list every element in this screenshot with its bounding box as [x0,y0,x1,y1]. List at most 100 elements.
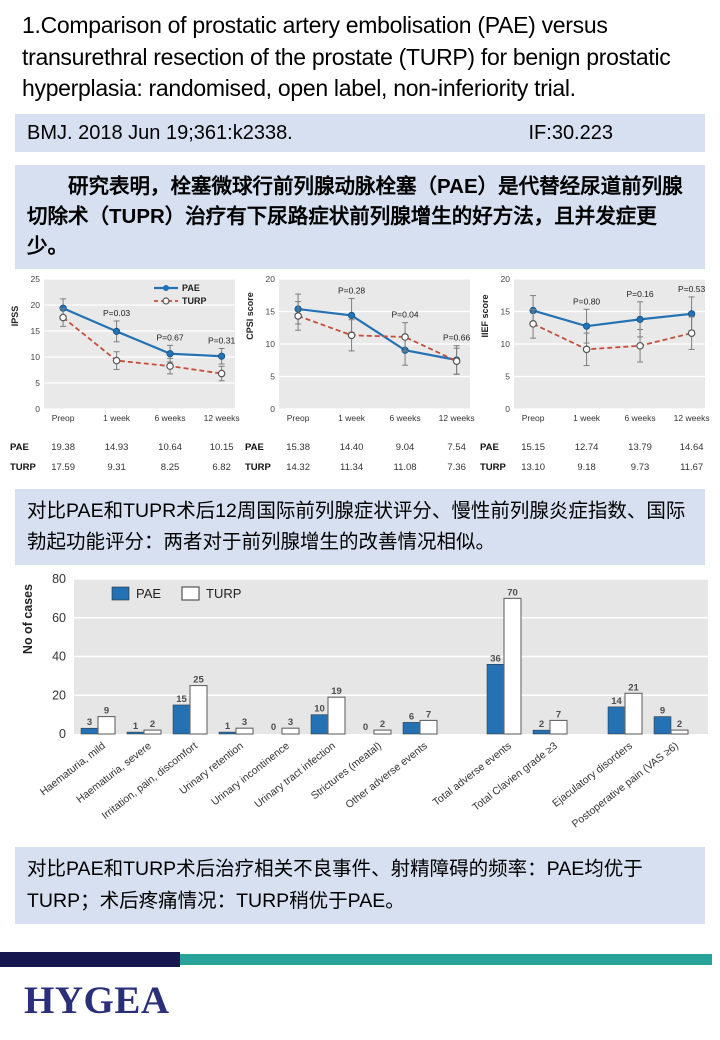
svg-text:P=0.31: P=0.31 [208,335,235,345]
svg-text:14.64: 14.64 [680,442,704,453]
svg-text:14.32: 14.32 [286,462,310,473]
svg-text:10: 10 [501,339,511,349]
svg-text:14.40: 14.40 [340,442,364,453]
citation-reference: BMJ. 2018 Jun 19;361:k2338. [27,121,293,144]
svg-text:9: 9 [660,706,665,717]
svg-text:1 week: 1 week [103,413,131,423]
svg-text:1: 1 [225,721,231,732]
svg-text:P=0.66: P=0.66 [443,333,470,343]
svg-text:9: 9 [104,706,109,717]
svg-text:13.79: 13.79 [628,442,652,453]
svg-text:TURP: TURP [10,462,37,473]
bar-group: 10 19 [310,687,346,735]
svg-text:Preop: Preop [522,413,545,423]
svg-text:7.36: 7.36 [447,462,466,473]
svg-text:9.31: 9.31 [107,462,126,473]
svg-text:Preop: Preop [287,413,310,423]
svg-text:Total Clavien grade ≥3: Total Clavien grade ≥3 [470,740,560,814]
svg-text:3: 3 [288,718,293,729]
svg-text:3: 3 [242,718,247,729]
svg-text:12 weeks: 12 weeks [204,413,240,423]
svg-text:PAE: PAE [182,283,200,293]
svg-text:5: 5 [505,371,510,381]
svg-text:PAE: PAE [136,586,161,601]
svg-text:9.18: 9.18 [577,462,596,473]
svg-text:1 week: 1 week [573,413,601,423]
citation-bar: BMJ. 2018 Jun 19;361:k2338. IF:30.223 [15,114,705,153]
svg-text:Haematuria, severe: Haematuria, severe [74,740,154,806]
svg-text:IIEF score: IIEF score [480,294,490,337]
svg-text:6 weeks: 6 weeks [624,413,655,423]
svg-text:Total adverse events: Total adverse events [431,740,514,809]
turp-series [529,309,696,367]
summary-adverse: 对比PAE和TURP术后治疗相关不良事件、射精障碍的频率：PAE均优于TURP；… [15,847,705,924]
svg-text:P=0.53: P=0.53 [678,284,705,294]
svg-text:15: 15 [501,306,511,316]
svg-text:TURP: TURP [480,462,507,473]
svg-text:0: 0 [505,404,510,414]
svg-text:15: 15 [266,306,276,316]
svg-text:0: 0 [59,727,66,741]
cpsi-line-chart: 0 5 10 15 20 CPSI score P=0.28 P=0.04 P=0.66 Preo… [245,274,475,473]
hygea-logo: HYGEA [24,979,170,1022]
svg-text:12.74: 12.74 [575,442,599,453]
svg-text:19: 19 [331,687,342,698]
svg-text:P=0.04: P=0.04 [391,310,418,320]
svg-text:20: 20 [31,300,41,310]
svg-text:40: 40 [52,650,66,664]
svg-text:14.93: 14.93 [105,442,129,453]
svg-text:6 weeks: 6 weeks [389,413,420,423]
svg-text:80: 80 [52,572,66,586]
footer-divider-teal [180,954,712,965]
svg-text:6 weeks: 6 weeks [154,413,185,423]
svg-text:0: 0 [363,722,368,733]
svg-text:25: 25 [193,675,204,686]
svg-text:6: 6 [409,712,414,723]
ipss-line-chart: 0 5 10 15 20 25 IPSS P=0.03 P=0.67 P=0.31 PAE TURP P… [10,274,240,473]
svg-text:PAE: PAE [245,442,264,453]
svg-text:36: 36 [490,654,501,665]
svg-text:12 weeks: 12 weeks [674,413,710,423]
svg-text:19.38: 19.38 [51,442,75,453]
svg-text:20: 20 [266,274,276,284]
svg-text:CPSI score: CPSI score [245,292,255,340]
bar-group: 36 70 [486,588,522,735]
svg-text:20: 20 [52,689,66,703]
svg-text:11.34: 11.34 [340,462,363,473]
svg-text:5: 5 [35,378,40,388]
svg-text:9.04: 9.04 [396,442,415,453]
svg-text:Urinary incontinence: Urinary incontinence [209,740,292,808]
svg-text:10.15: 10.15 [210,442,234,453]
svg-text:PAE: PAE [480,442,499,453]
svg-text:15.38: 15.38 [286,442,310,453]
svg-text:Preop: Preop [52,413,75,423]
turp-series [294,301,461,375]
footer-divider-navy [0,952,180,967]
svg-text:P=0.80: P=0.80 [573,296,600,306]
svg-text:TURP: TURP [182,296,207,306]
svg-text:Urinary tract infection: Urinary tract infection [252,740,338,811]
svg-text:TURP: TURP [245,462,272,473]
svg-text:Other adverse events: Other adverse events [343,740,429,811]
svg-text:21: 21 [628,683,639,694]
svg-text:10: 10 [314,704,325,715]
svg-text:12 weeks: 12 weeks [439,413,475,423]
svg-text:11.08: 11.08 [394,462,417,473]
svg-text:15.15: 15.15 [521,442,545,453]
svg-text:11.67: 11.67 [680,462,703,473]
svg-text:0: 0 [270,404,275,414]
svg-text:14: 14 [611,696,622,707]
bar-group: 27 [532,710,568,735]
svg-text:Ejaculatory disorders: Ejaculatory disorders [550,740,635,810]
svg-text:P=0.16: P=0.16 [626,289,653,299]
svg-text:7: 7 [426,710,431,721]
svg-text:P=0.28: P=0.28 [338,285,365,295]
svg-text:P=0.03: P=0.03 [103,308,130,318]
summary-methods: 研究表明，栓塞微球行前列腺动脉栓塞（PAE）是代替经尿道前列腺切除术（TUPR）… [15,165,705,269]
svg-text:P=0.67: P=0.67 [156,332,183,342]
svg-text:2: 2 [677,719,682,730]
